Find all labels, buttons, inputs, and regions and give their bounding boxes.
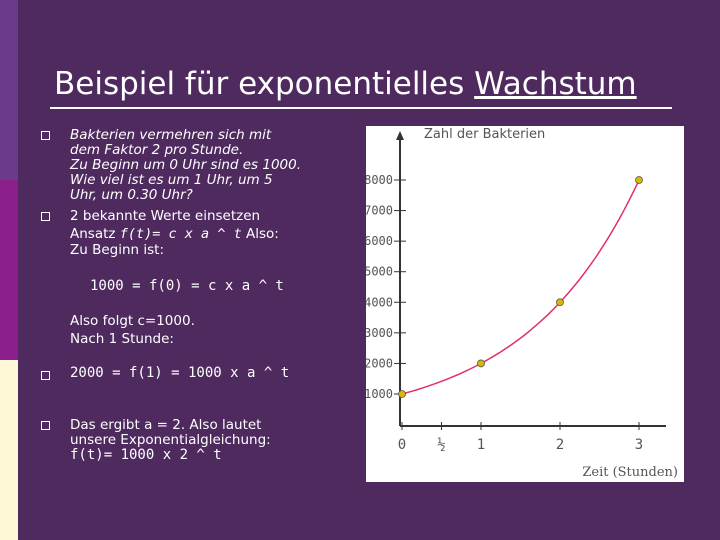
bullet-4-line-2: unsere Exponentialgleichung: — [70, 432, 271, 448]
y-tick-label-1000: 1000 — [366, 387, 393, 401]
y-axis-arrow — [396, 131, 404, 140]
y-tick-label-4000: 4000 — [366, 295, 393, 309]
growth-chart: 1000 2000 3000 4000 5000 6000 7000 8000 0 ½ 1 2 3 Zah… — [366, 126, 684, 482]
x-tick-label-1: ½ — [437, 437, 445, 453]
slide-title: Beispiel für exponentielles Wachstum — [54, 66, 637, 102]
data-point-1 — [477, 359, 485, 368]
title-divider — [50, 107, 672, 109]
side-accent-bottom — [0, 360, 18, 540]
side-accent-top — [0, 0, 18, 180]
data-point-0 — [398, 390, 406, 398]
y-tick-label-3000: 3000 — [366, 326, 393, 340]
x-tick-label-3: 2 — [556, 437, 564, 453]
bullet-1-line-2: dem Faktor 2 pro Stunde. — [70, 142, 244, 158]
growth-curve — [401, 179, 640, 395]
data-point-3 — [635, 176, 643, 184]
final-formula: f(t)= 1000 x 2 ^ t — [70, 447, 222, 463]
bullet-1-marker — [41, 131, 50, 140]
bullet-4-marker — [41, 421, 50, 430]
y-tick-label-5000: 5000 — [366, 265, 393, 279]
bullet-1-line-5: Uhr, um 0.30 Uhr? — [70, 187, 193, 203]
x-tick-label-4: 3 — [635, 437, 643, 453]
y-tick-label-7000: 7000 — [366, 204, 393, 218]
text-nach-1-stunde: Nach 1 Stunde: — [70, 331, 174, 347]
equation-f0: 1000 = f(0) = c x a ^ t — [90, 278, 284, 294]
data-point-2 — [556, 298, 564, 307]
bullet-3-marker — [41, 371, 50, 380]
bullet-2-marker — [41, 212, 50, 221]
bullet-2-line-1: 2 bekannte Werte einsetzen — [70, 208, 261, 224]
y-tick-label-2000: 2000 — [366, 356, 393, 370]
title-underlined-word: Wachstum — [474, 66, 637, 102]
bullet-2-line-2: Ansatz f(t)= c x a ^ t Also: — [70, 226, 279, 242]
bullet-1-line-4: Wie viel ist es um 1 Uhr, um 5 — [70, 172, 273, 188]
bullet-1-line-3: Zu Beginn um 0 Uhr sind es 1000. — [70, 157, 302, 173]
x-tick-label-0: 0 — [398, 437, 406, 453]
y-tick-label-8000: 8000 — [366, 173, 393, 187]
chart-title: Zahl der Bakterien — [424, 127, 545, 142]
x-axis-label: Zeit (Stunden) — [582, 465, 678, 480]
side-accent-middle — [0, 180, 18, 360]
growth-chart-svg: 1000 2000 3000 4000 5000 6000 7000 8000 0 ½ 1 2 3 Zah… — [366, 127, 678, 480]
bullet-1-line-1: Bakterien vermehren sich mit — [70, 127, 272, 143]
bullet-2-line-3: Zu Beginn ist: — [70, 242, 165, 258]
text-also-c: Also folgt c=1000. — [70, 313, 195, 329]
equation-f1: 2000 = f(1) = 1000 x a ^ t — [70, 365, 290, 381]
bullet-4-line-1: Das ergibt a = 2. Also lautet — [70, 417, 262, 433]
ansatz-formula: f(t)= c x a ^ t — [119, 226, 242, 242]
y-tick-label-6000: 6000 — [366, 234, 393, 248]
x-tick-label-2: 1 — [477, 437, 485, 453]
